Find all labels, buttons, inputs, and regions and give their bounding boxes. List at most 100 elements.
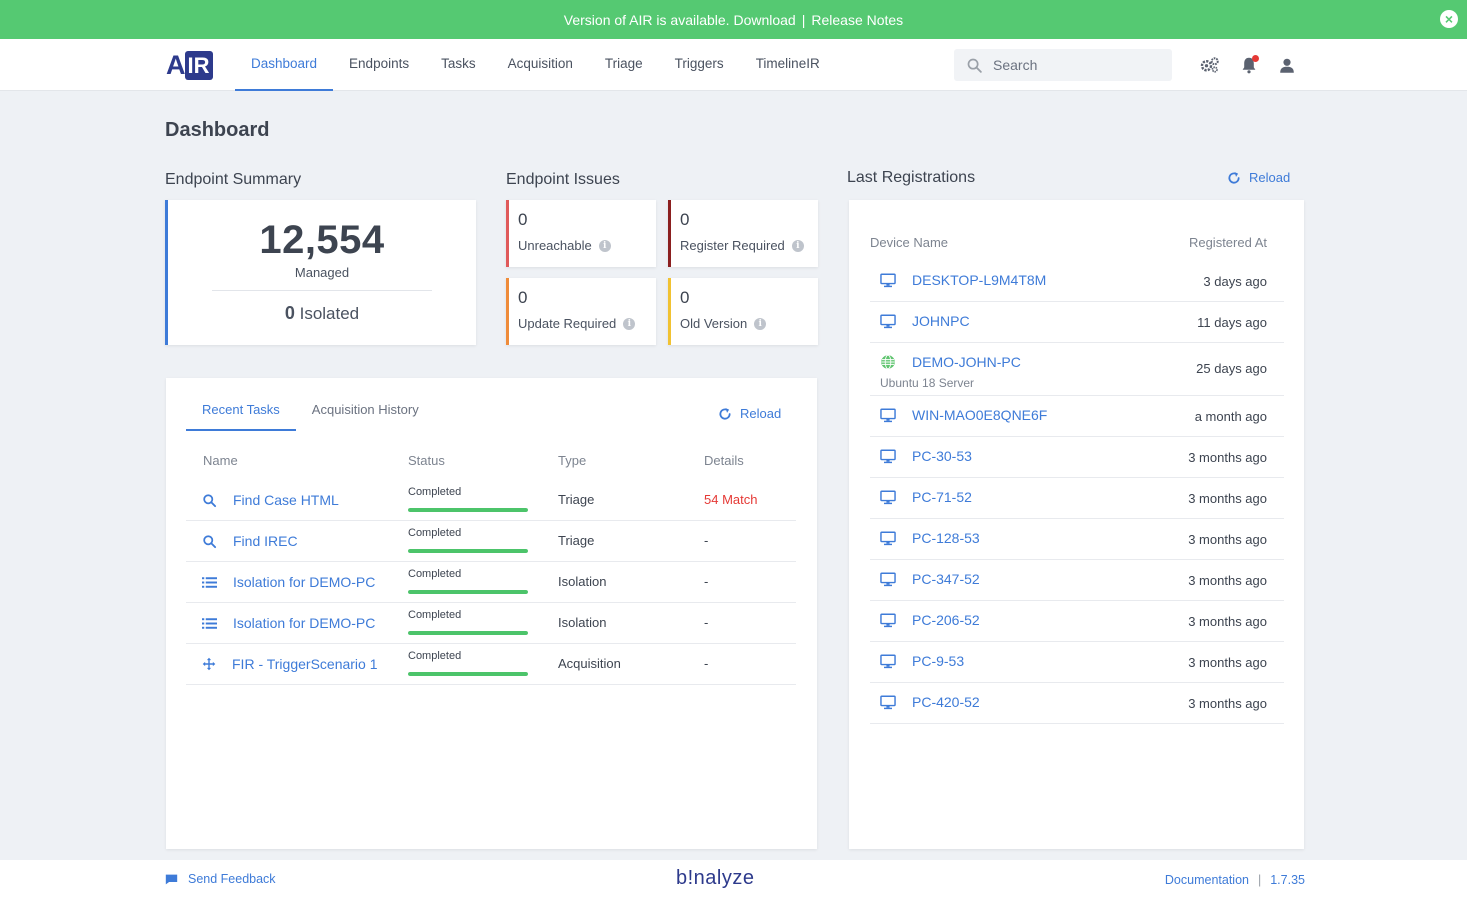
registered-at: 3 months ago [1188,696,1267,711]
table-row: Find Case HTML Completed Triage 54 Match [186,480,796,521]
monitor-icon [880,449,904,464]
nav-item-triage[interactable]: Triage [604,56,643,71]
notification-dot [1252,55,1259,62]
issue-label-row: Unreachable i [518,238,656,253]
task-name: Isolation for DEMO-PC [233,574,376,590]
registrations-reload-button[interactable]: Reload [1227,170,1290,185]
summary-divider [212,290,432,291]
issue-card-old-version[interactable]: 0 Old Version i [668,278,818,345]
issue-card-register-required[interactable]: 0 Register Required i [668,200,818,267]
device-link[interactable]: JOHNPC [880,313,970,329]
monitor-icon [880,273,904,288]
task-name-link[interactable]: Isolation for DEMO-PC [202,615,375,631]
registrations-panel: Device Name Registered At DESKTOP-L9M4T8… [849,200,1304,849]
task-name: Find IREC [233,533,298,549]
issue-count: 0 [518,288,528,307]
task-type: Acquisition [558,656,621,671]
issue-card-update-required[interactable]: 0 Update Required i [506,278,656,345]
monitor-icon [880,408,904,423]
task-details: - [704,533,709,548]
progress-fill [408,508,528,512]
task-name-link[interactable]: FIR - TriggerScenario 1 [202,656,378,672]
device-link[interactable]: DEMO-JOHN-PC [880,354,1021,370]
task-name: Isolation for DEMO-PC [233,615,376,631]
settings-button[interactable] [1198,54,1220,76]
tasks-reload-button[interactable]: Reload [718,406,781,421]
nav-item-timelineir[interactable]: TimelineIR [755,56,820,71]
status-text: Completed [408,527,462,539]
status-text: Completed [408,486,462,498]
chat-icon [165,874,178,884]
endpoint-summary-card[interactable]: 12,554 Managed 0 Isolated [165,200,476,345]
info-icon[interactable]: i [623,317,636,330]
registered-at: 3 months ago [1188,573,1267,588]
air-logo[interactable]: A IR [166,50,218,81]
issue-card-unreachable[interactable]: 0 Unreachable i [506,200,656,267]
documentation-link[interactable]: Documentation [1164,873,1249,887]
task-type: Isolation [558,574,607,589]
footer-links: Documentation | 1.7.35 [1165,873,1305,887]
issue-label: Unreachable [518,238,592,253]
device-name: PC-420-52 [912,694,980,710]
device-link[interactable]: PC-9-53 [880,653,964,669]
registered-at: 3 months ago [1188,491,1267,506]
nav-item-dashboard[interactable]: Dashboard [235,39,334,91]
status-text: Completed [408,568,462,580]
search-icon [202,493,225,508]
issue-label: Old Version [680,316,748,331]
close-banner-button[interactable]: × [1440,10,1458,28]
device-link[interactable]: PC-30-53 [880,448,972,464]
nav-item-acquisition[interactable]: Acquisition [507,56,573,71]
banner-text: Version of AIR is available. [563,11,730,28]
send-feedback-button[interactable]: Send Feedback [165,872,276,886]
download-link[interactable]: Download [733,11,796,28]
footer-separator: | [1257,873,1262,887]
release-notes-link[interactable]: Release Notes [811,11,904,28]
notifications-button[interactable] [1238,54,1260,76]
search-box[interactable] [954,49,1172,81]
monitor-icon [880,695,904,710]
list-item: PC-9-53 3 months ago [870,642,1284,683]
user-menu-button[interactable] [1276,54,1298,76]
nav-item-tasks[interactable]: Tasks [441,56,476,71]
device-link[interactable]: PC-206-52 [880,612,980,628]
issue-count: 0 [518,210,528,229]
logo-ir: IR [184,51,213,80]
device-os: Ubuntu 18 Server [880,376,975,390]
task-details: - [704,656,709,671]
device-name: DESKTOP-L9M4T8M [912,272,1047,288]
info-icon[interactable]: i [598,239,611,252]
device-link[interactable]: PC-420-52 [880,694,980,710]
col-name-header: Name [203,453,238,468]
device-link[interactable]: PC-347-52 [880,571,980,587]
table-row: Isolation for DEMO-PC Completed Isolation - [186,603,796,644]
registered-at: 3 months ago [1188,655,1267,670]
nav-item-endpoints[interactable]: Endpoints [349,56,410,71]
monitor-icon [880,490,904,505]
device-link[interactable]: PC-128-53 [880,530,980,546]
list-item: WIN-MAO0E8QNE6F a month ago [870,396,1284,437]
task-details: - [704,574,709,589]
device-link[interactable]: DESKTOP-L9M4T8M [880,272,1046,288]
user-icon [1280,58,1294,73]
task-type: Triage [558,533,595,548]
device-name: WIN-MAO0E8QNE6F [912,407,1048,423]
device-link[interactable]: WIN-MAO0E8QNE6F [880,407,1047,423]
task-details[interactable]: 54 Match [704,492,758,507]
device-name: PC-9-53 [912,653,965,669]
search-input[interactable] [993,57,1153,73]
monitor-icon [880,314,904,329]
info-icon[interactable]: i [791,239,804,252]
tab-recent-tasks[interactable]: Recent Tasks [186,394,296,431]
nav-item-triggers[interactable]: Triggers [674,56,724,71]
info-icon[interactable]: i [754,317,767,330]
progress-bar [408,590,528,594]
tab-acquisition-history[interactable]: Acquisition History [311,402,419,417]
search-icon [202,534,225,549]
device-link[interactable]: PC-71-52 [880,489,972,505]
isolated-summary[interactable]: 0 Isolated [168,303,476,324]
task-name-link[interactable]: Find Case HTML [202,492,339,508]
task-name-link[interactable]: Find IREC [202,533,298,549]
search-icon [967,58,982,73]
task-name-link[interactable]: Isolation for DEMO-PC [202,574,375,590]
